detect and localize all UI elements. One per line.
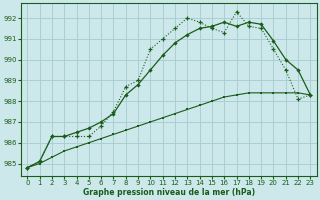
- X-axis label: Graphe pression niveau de la mer (hPa): Graphe pression niveau de la mer (hPa): [83, 188, 255, 197]
